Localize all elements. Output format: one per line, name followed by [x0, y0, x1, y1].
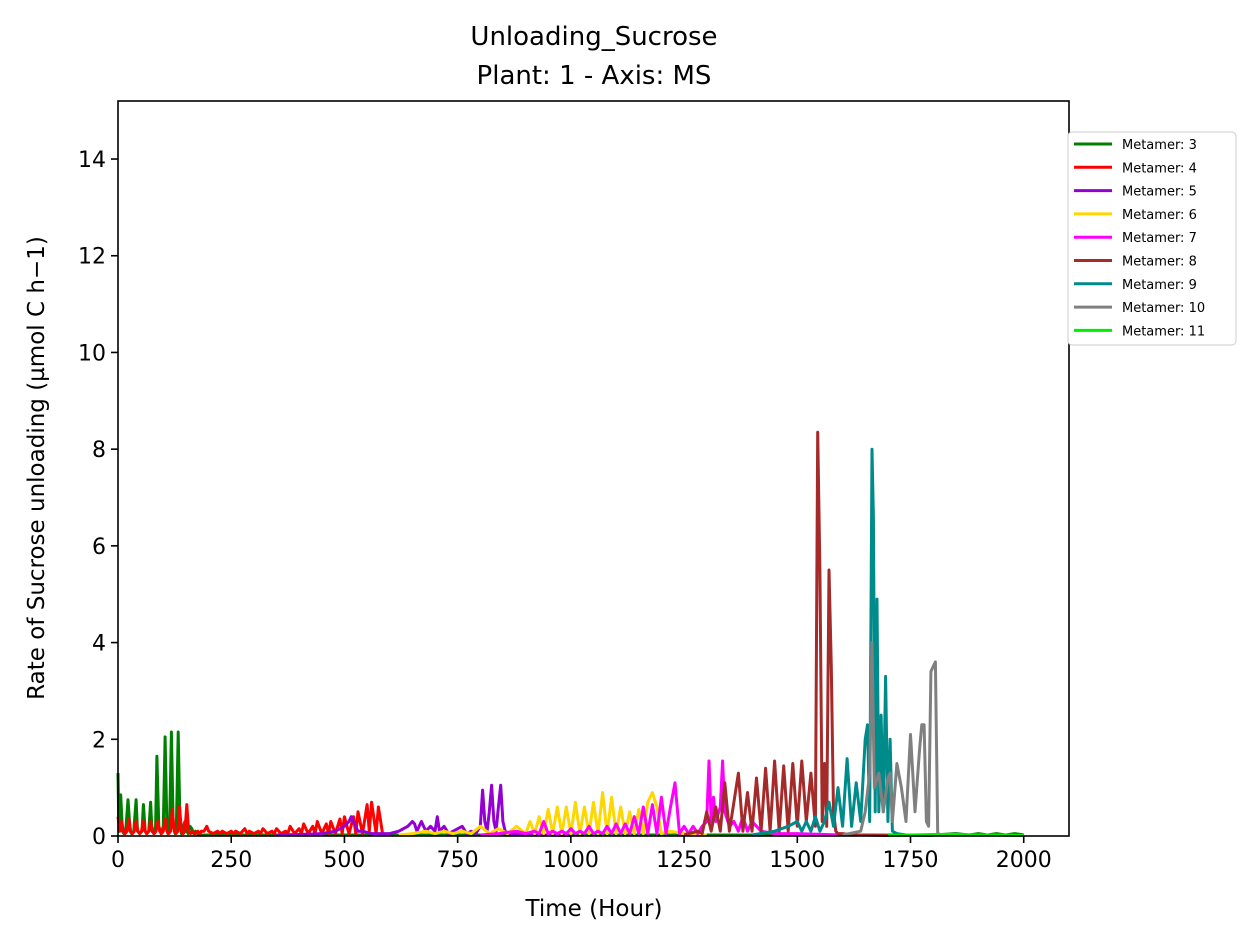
series-line-metamer-8 [683, 430, 888, 837]
x-axis: 0 250 500 750 1000 1250 1500 1750 2000 [111, 836, 1052, 873]
y-tick-label: 10 [78, 341, 106, 366]
legend-label: Metamer: 7 [1122, 231, 1197, 246]
legend-label: Metamer: 11 [1122, 324, 1205, 339]
plot-area [116, 430, 1024, 837]
x-tick-label: 1250 [656, 848, 712, 873]
legend-label: Metamer: 6 [1122, 208, 1197, 223]
x-tick-label: 0 [111, 848, 125, 873]
y-axis-title: Rate of Sucrose unloading (µmol C h−1) [24, 236, 50, 700]
y-tick-label: 8 [92, 438, 106, 463]
legend-label: Metamer: 9 [1122, 278, 1197, 293]
series-line-metamer-11 [887, 833, 1024, 837]
y-tick-label: 12 [78, 245, 106, 270]
series-line-metamer-5 [276, 783, 571, 837]
x-tick-label: 1500 [769, 848, 825, 873]
x-tick-label: 1750 [883, 848, 939, 873]
x-tick-label: 500 [323, 848, 365, 873]
legend-label: Metamer: 8 [1122, 255, 1197, 270]
y-tick-label: 4 [92, 632, 106, 657]
legend-label: Metamer: 5 [1122, 185, 1197, 200]
y-axis: 0 2 4 6 8 10 12 14 [78, 148, 118, 850]
x-tick-label: 2000 [996, 848, 1052, 873]
x-tick-label: 250 [210, 848, 252, 873]
x-axis-title: Time (Hour) [525, 896, 663, 922]
x-tick-label: 750 [437, 848, 479, 873]
legend: Metamer: 3 Metamer: 4 Metamer: 5 Metamer: 6… [1067, 131, 1237, 346]
series-line-metamer-9 [751, 447, 934, 837]
series-line-metamer-4 [116, 800, 385, 837]
legend-label: Metamer: 3 [1122, 138, 1197, 153]
y-tick-label: 2 [92, 728, 106, 753]
y-tick-label: 6 [92, 535, 106, 560]
y-tick-label: 14 [78, 148, 106, 173]
legend-box [1067, 131, 1237, 346]
chart-subtitle: Plant: 1 - Axis: MS [477, 61, 712, 91]
x-tick-label: 1000 [543, 848, 599, 873]
legend-label: Metamer: 4 [1122, 161, 1197, 176]
legend-label: Metamer: 10 [1122, 301, 1205, 316]
y-tick-label: 0 [92, 825, 106, 850]
chart-title: Unloading_Sucrose [470, 22, 717, 52]
plot-frame [117, 100, 1070, 837]
